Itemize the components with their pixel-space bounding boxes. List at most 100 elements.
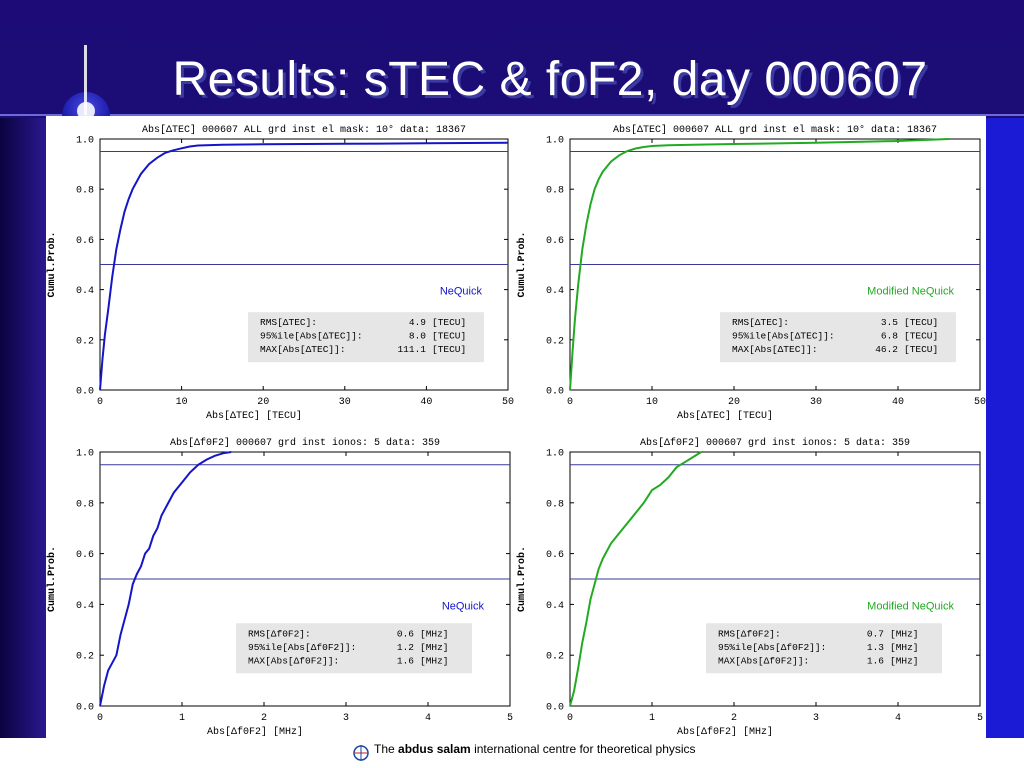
- x-tick-label: 40: [892, 397, 904, 408]
- stats-box: [720, 312, 956, 363]
- legend-label: NeQuick: [442, 600, 485, 612]
- stats-box: [236, 623, 472, 674]
- header-divider: [0, 114, 1024, 116]
- chart-title: Abs[Δf0F2] 000607 grd inst ionos: 5 data…: [640, 437, 910, 449]
- x-tick-label: 0: [97, 713, 103, 724]
- left-decorative-strip: [0, 118, 46, 738]
- stats-value: 46.2: [875, 344, 898, 355]
- x-tick-label: 5: [507, 713, 513, 724]
- stats-label: RMS[Δf0F2]:: [248, 628, 311, 639]
- x-tick-label: 3: [813, 713, 819, 724]
- y-axis-label: Cumul.Prob.: [46, 231, 58, 297]
- stats-label: 95%ile[Abs[Δf0F2]]:: [718, 642, 826, 653]
- x-tick-label: 3: [343, 713, 349, 724]
- y-tick-label: 0.4: [76, 601, 94, 612]
- legend-label: Modified NeQuick: [867, 286, 954, 298]
- stats-value: 3.5: [881, 317, 898, 328]
- y-tick-label: 0.0: [546, 703, 564, 714]
- cdf-line: [569, 451, 702, 707]
- x-axis-label: Abs[Δf0F2] [MHz]: [677, 726, 773, 738]
- x-tick-label: 20: [728, 397, 740, 408]
- chart-4: Abs[Δf0F2] 000607 grd inst ionos: 5 data…: [516, 437, 983, 738]
- chart-title: Abs[Δf0F2] 000607 grd inst ionos: 5 data…: [170, 437, 440, 449]
- y-tick-label: 0.6: [546, 550, 564, 561]
- y-axis-label: Cumul.Prob.: [516, 231, 528, 297]
- y-tick-label: 0.2: [76, 652, 94, 663]
- y-tick-label: 0.8: [546, 186, 564, 197]
- stats-unit: [TECU]: [432, 317, 466, 328]
- chart-1: Abs[ΔTEC] 000607 ALL grd inst el mask: 1…: [46, 124, 514, 422]
- stats-label: MAX[Abs[ΔTEC]]:: [732, 344, 818, 355]
- footer-suffix: international centre for theoretical phy…: [474, 742, 696, 756]
- stats-value: 1.2: [397, 642, 414, 653]
- cdf-line: [99, 451, 232, 707]
- stats-unit: [MHz]: [890, 655, 919, 666]
- x-axis-label: Abs[ΔTEC] [TECU]: [206, 410, 302, 422]
- stats-value: 111.1: [397, 344, 426, 355]
- stats-unit: [TECU]: [904, 344, 938, 355]
- stats-unit: [MHz]: [890, 642, 919, 653]
- right-decorative-strip: [986, 118, 1024, 738]
- chart-2: Abs[ΔTEC] 000607 ALL grd inst el mask: 1…: [516, 124, 986, 422]
- y-tick-label: 0.6: [546, 236, 564, 247]
- x-tick-label: 5: [977, 713, 983, 724]
- legend-label: NeQuick: [440, 286, 483, 298]
- footer-bar: [0, 738, 1024, 768]
- y-tick-label: 0.0: [76, 703, 94, 714]
- x-tick-label: 1: [179, 713, 185, 724]
- stats-value: 6.8: [881, 331, 898, 342]
- stats-unit: [TECU]: [904, 331, 938, 342]
- y-tick-label: 1.0: [76, 449, 94, 460]
- stats-box: [706, 623, 942, 674]
- stats-unit: [TECU]: [432, 331, 466, 342]
- stats-label: 95%ile[Abs[ΔTEC]]:: [732, 331, 835, 342]
- stats-value: 8.0: [409, 331, 426, 342]
- stats-value: 1.3: [867, 642, 884, 653]
- stats-value: 4.9: [409, 317, 426, 328]
- stats-value: 0.7: [867, 628, 884, 639]
- y-tick-label: 0.8: [546, 499, 564, 510]
- stats-label: RMS[Δf0F2]:: [718, 628, 781, 639]
- legend-label: Modified NeQuick: [867, 600, 954, 612]
- stats-label: MAX[Abs[Δf0F2]]:: [248, 655, 339, 666]
- x-tick-label: 4: [895, 713, 901, 724]
- stats-label: RMS[ΔTEC]:: [260, 317, 317, 328]
- y-tick-label: 0.4: [546, 286, 564, 297]
- x-tick-label: 50: [502, 397, 514, 408]
- x-tick-label: 0: [567, 713, 573, 724]
- footer-text: The abdus salam international centre for…: [374, 742, 696, 756]
- x-tick-label: 10: [176, 397, 188, 408]
- x-tick-label: 4: [425, 713, 431, 724]
- y-tick-label: 0.8: [76, 499, 94, 510]
- x-tick-label: 30: [339, 397, 351, 408]
- slide-title: Results: sTEC & foF2, day 000607: [172, 53, 928, 106]
- stats-label: 95%ile[Abs[Δf0F2]]:: [248, 642, 356, 653]
- chart-title: Abs[ΔTEC] 000607 ALL grd inst el mask: 1…: [613, 124, 937, 136]
- y-tick-label: 0.0: [546, 387, 564, 398]
- charts-canvas: Abs[ΔTEC] 000607 ALL grd inst el mask: 1…: [46, 124, 986, 738]
- y-tick-label: 1.0: [76, 136, 94, 147]
- y-tick-label: 0.4: [546, 601, 564, 612]
- x-tick-label: 2: [731, 713, 737, 724]
- footer-bold: abdus salam: [398, 742, 471, 756]
- stats-unit: [MHz]: [420, 628, 449, 639]
- x-tick-label: 0: [97, 397, 103, 408]
- stats-value: 1.6: [397, 655, 414, 666]
- stats-box: [248, 312, 484, 363]
- stats-label: MAX[Abs[Δf0F2]]:: [718, 655, 809, 666]
- x-tick-label: 1: [649, 713, 655, 724]
- y-tick-label: 0.0: [76, 387, 94, 398]
- y-tick-label: 0.6: [76, 550, 94, 561]
- y-axis-label: Cumul.Prob.: [516, 546, 528, 612]
- decorative-vertical-line: [84, 45, 87, 115]
- x-tick-label: 40: [420, 397, 432, 408]
- stats-unit: [TECU]: [904, 317, 938, 328]
- x-axis-label: Abs[Δf0F2] [MHz]: [207, 726, 303, 738]
- x-axis-label: Abs[ΔTEC] [TECU]: [677, 410, 773, 422]
- y-tick-label: 1.0: [546, 449, 564, 460]
- stats-value: 1.6: [867, 655, 884, 666]
- x-tick-label: 2: [261, 713, 267, 724]
- y-tick-label: 1.0: [546, 136, 564, 147]
- cdf-line: [99, 141, 509, 391]
- x-tick-label: 10: [646, 397, 658, 408]
